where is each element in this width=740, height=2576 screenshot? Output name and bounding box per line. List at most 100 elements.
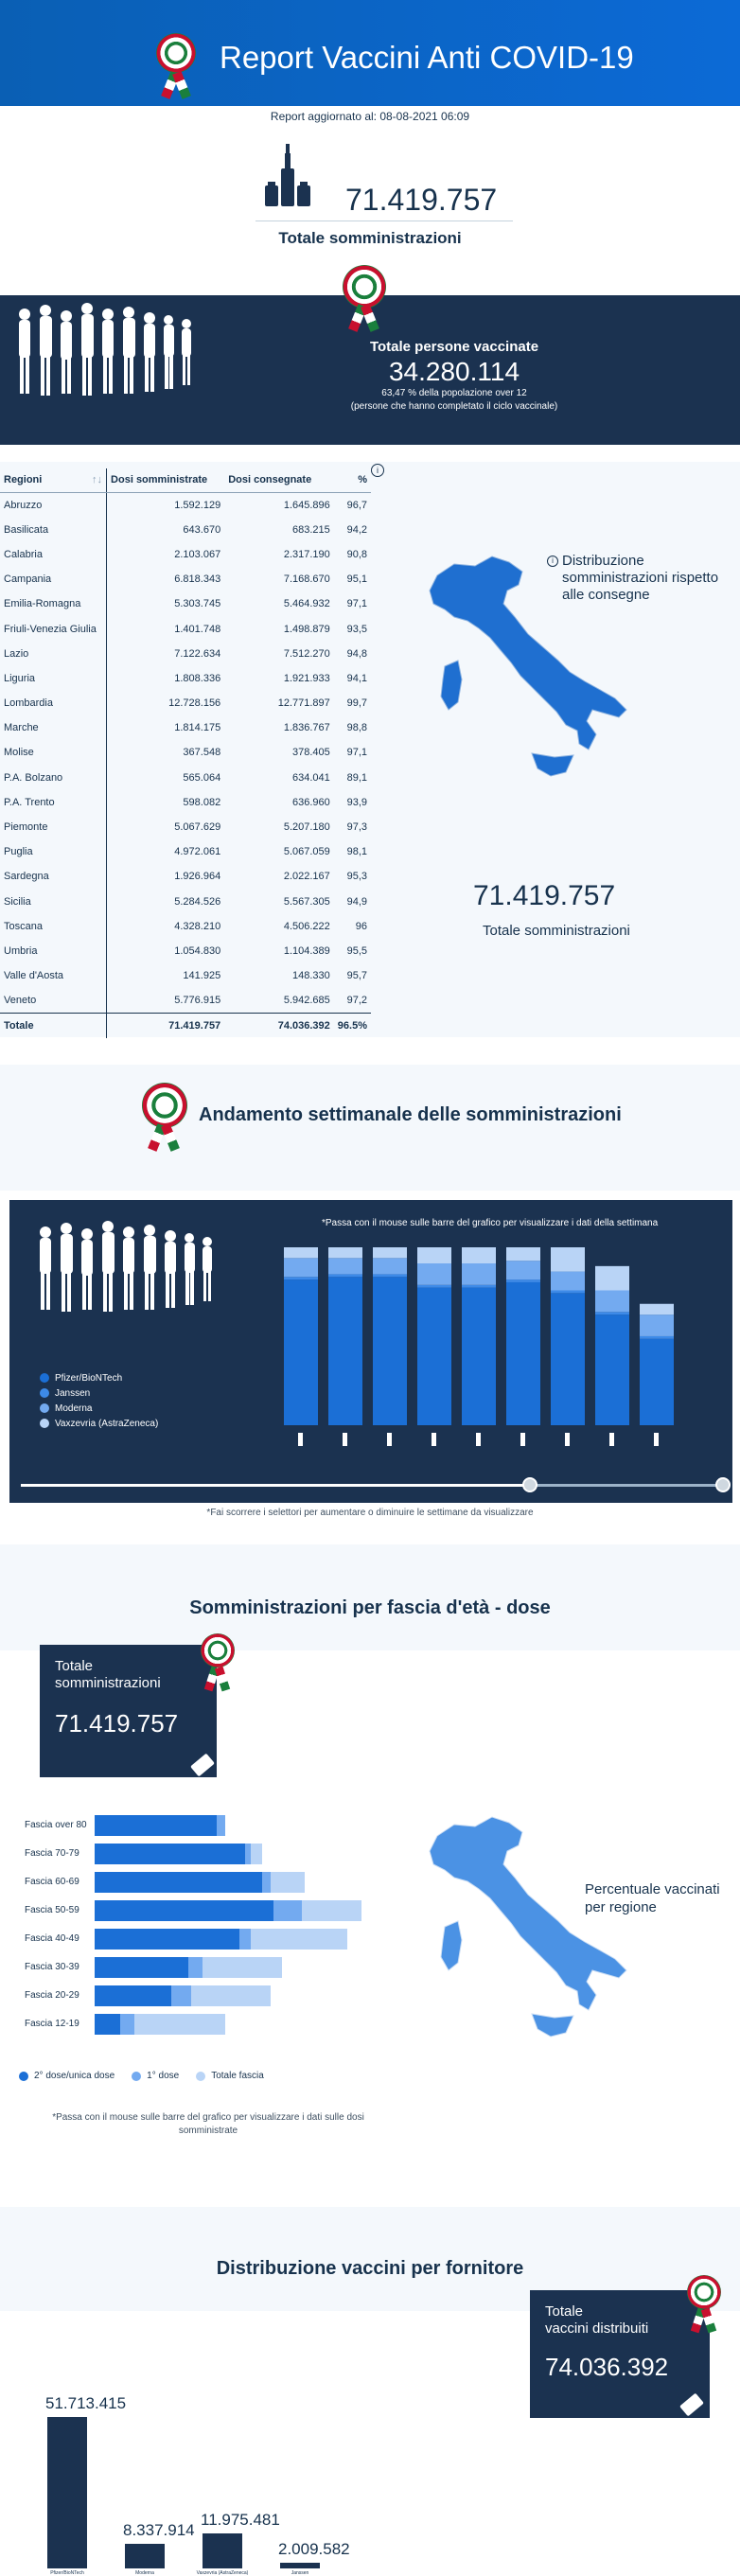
age-bar-first-dose[interactable] [239, 1929, 251, 1950]
weekly-bar-segment[interactable] [551, 1271, 585, 1291]
weekly-bar-segment[interactable] [284, 1279, 318, 1425]
table-row: Lazio 7.122.634 7.512.270 94,8 [0, 641, 371, 666]
age-bar-first-dose[interactable] [217, 1815, 225, 1836]
table-row: Abruzzo 1.592.129 1.645.896 96,7 [0, 492, 371, 518]
weekly-bar-segment[interactable] [328, 1247, 362, 1259]
info-icon[interactable]: i [547, 556, 558, 567]
weekly-bar-segment[interactable] [328, 1258, 362, 1275]
weekly-bar-segment[interactable] [595, 1312, 629, 1315]
weekly-bar-segment[interactable] [373, 1277, 407, 1425]
italy-map-distribution[interactable] [416, 549, 634, 804]
supplier-bar[interactable] [125, 2544, 165, 2568]
legend-item[interactable]: Vaxzevria (AstraZeneca) [40, 1416, 158, 1431]
weekly-bar-segment[interactable] [595, 1290, 629, 1313]
slider-handle-left[interactable] [522, 1477, 537, 1492]
supplier-bar[interactable] [280, 2562, 320, 2568]
weekly-bar-segment[interactable] [462, 1284, 496, 1288]
cell-administered: 598.082 [106, 789, 225, 815]
cell-percent: 94,1 [346, 672, 367, 684]
weekly-bar-segment[interactable] [462, 1247, 496, 1263]
legend-item[interactable]: Janssen [40, 1385, 158, 1401]
header-bar [0, 0, 740, 106]
weekly-bar-segment[interactable] [284, 1258, 318, 1278]
table-row: Piemonte 5.067.629 5.207.180 97,3 [0, 814, 371, 840]
age-bar-second-dose[interactable] [95, 1900, 273, 1921]
week-tick-label [432, 1433, 436, 1446]
age-bar-first-dose[interactable] [262, 1872, 271, 1893]
weekly-bar-segment[interactable] [373, 1258, 407, 1275]
age-bar-second-dose[interactable] [95, 2014, 120, 2035]
weekly-bar-segment[interactable] [462, 1287, 496, 1425]
supplier-bar[interactable] [203, 2532, 242, 2568]
age-bar-first-dose[interactable] [171, 1985, 191, 2006]
legend-item[interactable]: 1° dose [132, 2071, 179, 2081]
table-row: Marche 1.814.175 1.836.767 98,8 [0, 715, 371, 741]
weekly-bar-chart[interactable] [280, 1247, 696, 1467]
supplier-bar-chart[interactable]: 51.713.415 Pfizer/BioNTech 8.337.914 Modern… [0, 2394, 379, 2576]
age-bar-chart[interactable]: Fascia over 80 Fascia 70-79 Fascia 60-69 Fa… [0, 1813, 407, 2040]
col-header-somministrate[interactable]: Dosi somministrate [106, 468, 225, 493]
age-bar-second-dose[interactable] [95, 1844, 245, 1864]
age-bar-second-dose[interactable] [95, 1929, 239, 1950]
weekly-bar-segment[interactable] [373, 1247, 407, 1259]
legend-item[interactable]: Moderna [40, 1401, 158, 1416]
cell-delivered: 7.512.270 [283, 647, 330, 660]
cell-region: Emilia-Romagna [4, 598, 81, 610]
weekly-bar-segment[interactable] [595, 1314, 629, 1425]
cell-delivered: 636.960 [292, 796, 330, 808]
weekly-bar-segment[interactable] [462, 1263, 496, 1285]
age-bar-second-dose[interactable] [95, 1957, 188, 1978]
weekly-bar-segment[interactable] [506, 1247, 540, 1262]
weekly-bar-segment[interactable] [640, 1338, 674, 1425]
supplier-value-label: 8.337.914 [123, 2521, 195, 2540]
age-bar-first-dose[interactable] [245, 1844, 251, 1864]
cell-delivered: 12.771.897 [277, 697, 330, 710]
weekly-bar-segment[interactable] [417, 1284, 451, 1288]
legend-item[interactable]: 2° dose/unica dose [19, 2071, 115, 2081]
italy-map-percentage[interactable] [416, 1809, 634, 2065]
age-bar-first-dose[interactable] [188, 1957, 203, 1978]
week-tick-label [298, 1433, 303, 1446]
age-bar-first-dose[interactable] [273, 1900, 302, 1921]
weekly-bar-segment[interactable] [506, 1281, 540, 1425]
age-bar-second-dose[interactable] [95, 1872, 262, 1893]
weekly-bar-segment[interactable] [284, 1247, 318, 1259]
info-icon[interactable]: i [371, 464, 384, 477]
age-bar-second-dose[interactable] [95, 1815, 217, 1836]
weekly-section-header [0, 1065, 740, 1191]
weekly-bar-segment[interactable] [551, 1290, 585, 1294]
col-header-percent[interactable]: % [333, 468, 371, 493]
age-bar-second-dose[interactable] [95, 1985, 171, 2006]
age-bar-first-dose[interactable] [120, 2014, 134, 2035]
col-header-regioni[interactable]: Regioni ↑↓ [0, 468, 107, 493]
weekly-bar-segment[interactable] [506, 1261, 540, 1280]
weekly-bar-segment[interactable] [551, 1293, 585, 1425]
weekly-bar-segment[interactable] [640, 1314, 674, 1336]
cell-percent: 93,9 [346, 796, 367, 808]
weekly-bar-segment[interactable] [551, 1247, 585, 1272]
weekly-bar-segment[interactable] [417, 1263, 451, 1285]
legend-item[interactable]: Pfizer/BioNTech [40, 1370, 158, 1385]
weekly-bar-segment[interactable] [328, 1277, 362, 1425]
cell-delivered: 2.022.167 [283, 871, 330, 883]
weekly-bar-segment[interactable] [506, 1279, 540, 1282]
weekly-hover-note: *Passa con il mouse sulle barre del graf… [322, 1218, 659, 1228]
vaccine-vials-icon [265, 144, 310, 206]
supplier-bar[interactable] [47, 2417, 87, 2568]
cell-delivered: 74.036.392 [224, 1012, 334, 1038]
cell-administered: 643.670 [106, 517, 225, 542]
weekly-bar-segment[interactable] [417, 1247, 451, 1263]
weekly-bar-segment[interactable] [328, 1274, 362, 1278]
slider-handle-right[interactable] [715, 1477, 731, 1492]
weekly-bar-segment[interactable] [640, 1335, 674, 1339]
legend-item[interactable]: Totale fascia [196, 2071, 264, 2081]
col-header-consegnate[interactable]: Dosi consegnate [224, 468, 334, 493]
people-silhouettes-icon [40, 1221, 212, 1312]
cell-percent: 99,7 [346, 697, 367, 710]
weekly-bar-segment[interactable] [640, 1303, 674, 1315]
weekly-bar-segment[interactable] [284, 1277, 318, 1280]
weekly-bar-segment[interactable] [373, 1274, 407, 1278]
week-tick-label [565, 1433, 570, 1446]
weekly-bar-segment[interactable] [417, 1287, 451, 1425]
weekly-bar-segment[interactable] [595, 1265, 629, 1291]
